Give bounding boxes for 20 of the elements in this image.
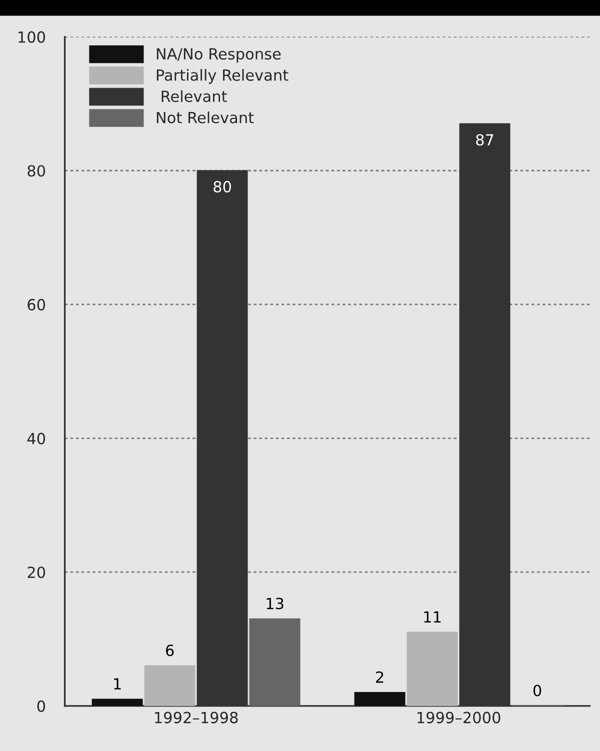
data-label: 6 [166, 644, 174, 656]
legend-label: NA/No Response [156, 48, 281, 63]
data-label: 13 [266, 598, 284, 610]
y-tick-label: 40 [27, 432, 46, 444]
data-label: 2 [376, 671, 384, 683]
legend-label: Not Relevant [156, 112, 254, 124]
y-tick-label: 60 [28, 298, 46, 310]
data-label: 80 [214, 180, 232, 192]
data-label: 87 [476, 134, 494, 146]
y-tick-label: 0 [37, 700, 46, 712]
data-label: 0 [533, 684, 542, 696]
data-label: 11 [424, 611, 441, 622]
data-label: 1 [114, 678, 121, 690]
y-tick-label: 100 [18, 31, 46, 43]
y-tick-label: 20 [28, 566, 46, 578]
legend-label: Relevant [162, 90, 227, 102]
y-tick-label: 80 [28, 165, 46, 177]
legend-label: Partially Relevant [156, 69, 288, 84]
x-tick-label: 1999–2000 [418, 712, 500, 724]
x-tick-label: 1992–1998 [155, 712, 238, 724]
